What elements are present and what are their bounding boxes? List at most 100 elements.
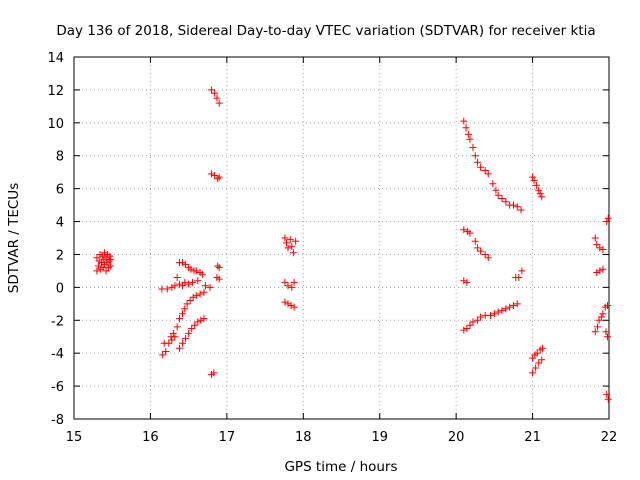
data-point bbox=[481, 250, 489, 258]
data-point bbox=[538, 193, 546, 201]
data-point bbox=[539, 344, 547, 352]
data-point bbox=[288, 283, 296, 291]
data-point bbox=[171, 282, 179, 290]
data-point bbox=[200, 315, 208, 323]
data-point bbox=[591, 328, 599, 336]
data-point bbox=[494, 308, 502, 316]
grid-lines bbox=[74, 57, 609, 419]
data-point bbox=[191, 321, 199, 329]
data-point bbox=[287, 301, 295, 309]
data-point bbox=[159, 351, 167, 359]
data-point bbox=[594, 323, 602, 331]
data-point bbox=[466, 229, 474, 237]
y-tick-label: 12 bbox=[47, 84, 64, 99]
y-axis-label: SDTVAR / TECUs bbox=[6, 183, 22, 293]
data-point bbox=[186, 297, 194, 305]
data-point bbox=[463, 325, 471, 332]
data-point bbox=[194, 277, 202, 285]
data-point bbox=[603, 333, 611, 341]
y-tick-label: 8 bbox=[56, 150, 64, 165]
data-point bbox=[464, 130, 472, 138]
data-point bbox=[179, 310, 187, 318]
data-point bbox=[460, 277, 468, 285]
data-point bbox=[101, 249, 109, 257]
data-point bbox=[484, 254, 492, 262]
data-points bbox=[93, 86, 612, 403]
data-point bbox=[93, 267, 101, 275]
data-point bbox=[196, 269, 204, 277]
data-point bbox=[175, 280, 183, 288]
data-point bbox=[286, 236, 294, 244]
data-point bbox=[183, 300, 191, 308]
x-tick-label: 21 bbox=[524, 430, 541, 445]
data-point bbox=[603, 218, 611, 226]
data-point bbox=[173, 323, 181, 331]
data-point bbox=[201, 282, 209, 290]
data-point bbox=[290, 303, 298, 311]
data-point bbox=[173, 273, 181, 281]
x-tick-label: 16 bbox=[142, 430, 159, 445]
plot-frame bbox=[73, 56, 610, 420]
data-point bbox=[175, 315, 183, 323]
data-point bbox=[175, 344, 183, 352]
data-point bbox=[604, 395, 612, 403]
data-point bbox=[599, 310, 607, 318]
data-point bbox=[181, 305, 189, 313]
data-point bbox=[489, 180, 497, 188]
y-tick-label: -6 bbox=[51, 380, 64, 395]
y-tick-label: 0 bbox=[56, 281, 64, 296]
data-point bbox=[532, 364, 540, 372]
data-point bbox=[188, 278, 196, 286]
data-point bbox=[474, 158, 482, 166]
y-tick-label: 10 bbox=[47, 117, 64, 132]
x-tick-label: 22 bbox=[601, 430, 618, 445]
data-point bbox=[289, 249, 297, 257]
data-point bbox=[502, 198, 510, 206]
data-point bbox=[197, 316, 205, 324]
data-point bbox=[474, 316, 482, 324]
data-point bbox=[599, 246, 607, 254]
data-point bbox=[477, 163, 485, 171]
data-point bbox=[171, 333, 179, 341]
data-point bbox=[215, 264, 223, 272]
data-point bbox=[213, 94, 221, 102]
data-point bbox=[179, 259, 187, 267]
data-point bbox=[284, 300, 292, 308]
data-point bbox=[105, 257, 113, 265]
data-point bbox=[182, 260, 190, 268]
data-point bbox=[515, 273, 523, 281]
data-point bbox=[596, 244, 604, 252]
data-point bbox=[466, 321, 474, 329]
data-point bbox=[604, 214, 612, 222]
data-point bbox=[487, 311, 495, 319]
data-point bbox=[185, 280, 193, 288]
data-point bbox=[281, 234, 289, 242]
data-point bbox=[188, 325, 196, 332]
data-point bbox=[494, 191, 502, 199]
data-point bbox=[460, 226, 468, 234]
data-point bbox=[282, 239, 290, 247]
data-point bbox=[179, 339, 187, 347]
data-point bbox=[211, 89, 219, 97]
data-point bbox=[292, 237, 300, 245]
y-tick-label: -4 bbox=[51, 347, 64, 362]
data-point bbox=[211, 171, 219, 179]
data-point bbox=[215, 173, 223, 181]
data-point bbox=[490, 310, 498, 318]
data-point bbox=[477, 313, 485, 321]
data-point bbox=[593, 241, 601, 249]
data-point bbox=[603, 390, 611, 398]
data-point bbox=[509, 301, 517, 309]
data-point bbox=[288, 242, 296, 250]
data-point bbox=[168, 283, 176, 291]
data-point bbox=[463, 278, 471, 286]
data-point bbox=[169, 329, 177, 337]
x-tick-label: 19 bbox=[371, 430, 388, 445]
data-point bbox=[185, 329, 193, 337]
data-point bbox=[517, 206, 525, 214]
x-axis-label: GPS time / hours bbox=[284, 459, 397, 475]
data-point bbox=[208, 86, 216, 94]
data-point bbox=[471, 237, 479, 245]
data-point bbox=[484, 170, 492, 178]
x-tick-label: 18 bbox=[295, 430, 312, 445]
